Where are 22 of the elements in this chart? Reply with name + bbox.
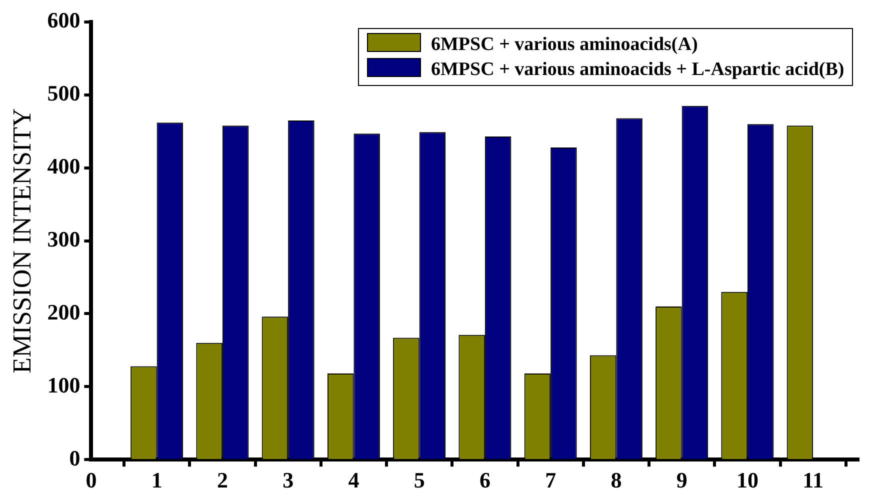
x-tick-label: 0 [86, 467, 97, 492]
x-tick-label: 2 [216, 467, 228, 492]
x-tick-label: 7 [545, 467, 556, 492]
legend-label: 6MPSC + various aminoacids + L-Aspartic acid(B) [431, 59, 844, 80]
y-tick-label: 600 [47, 8, 80, 33]
x-tick-label: 4 [348, 467, 360, 492]
x-tick-label: 8 [610, 467, 622, 492]
y-tick-label: 400 [47, 154, 80, 179]
x-tick-label: 11 [802, 467, 824, 492]
y-tick-label: 0 [69, 445, 80, 470]
y-axis-title: EMISSION INTENSITY [7, 108, 36, 374]
y-tick-label: 300 [47, 226, 80, 252]
legend-label: 6MPSC + various aminoacids(A) [431, 34, 698, 55]
x-tick-label: 9 [676, 467, 688, 492]
x-tick-label: 3 [282, 467, 294, 492]
x-tick-label: 6 [479, 467, 490, 492]
x-tick-label: 5 [414, 467, 425, 492]
y-tick-label: 200 [47, 299, 80, 324]
x-tick-label: 10 [736, 467, 758, 492]
x-tick-label: 1 [151, 467, 162, 492]
y-tick-label: 100 [47, 372, 80, 398]
y-tick-label: 500 [47, 80, 80, 106]
